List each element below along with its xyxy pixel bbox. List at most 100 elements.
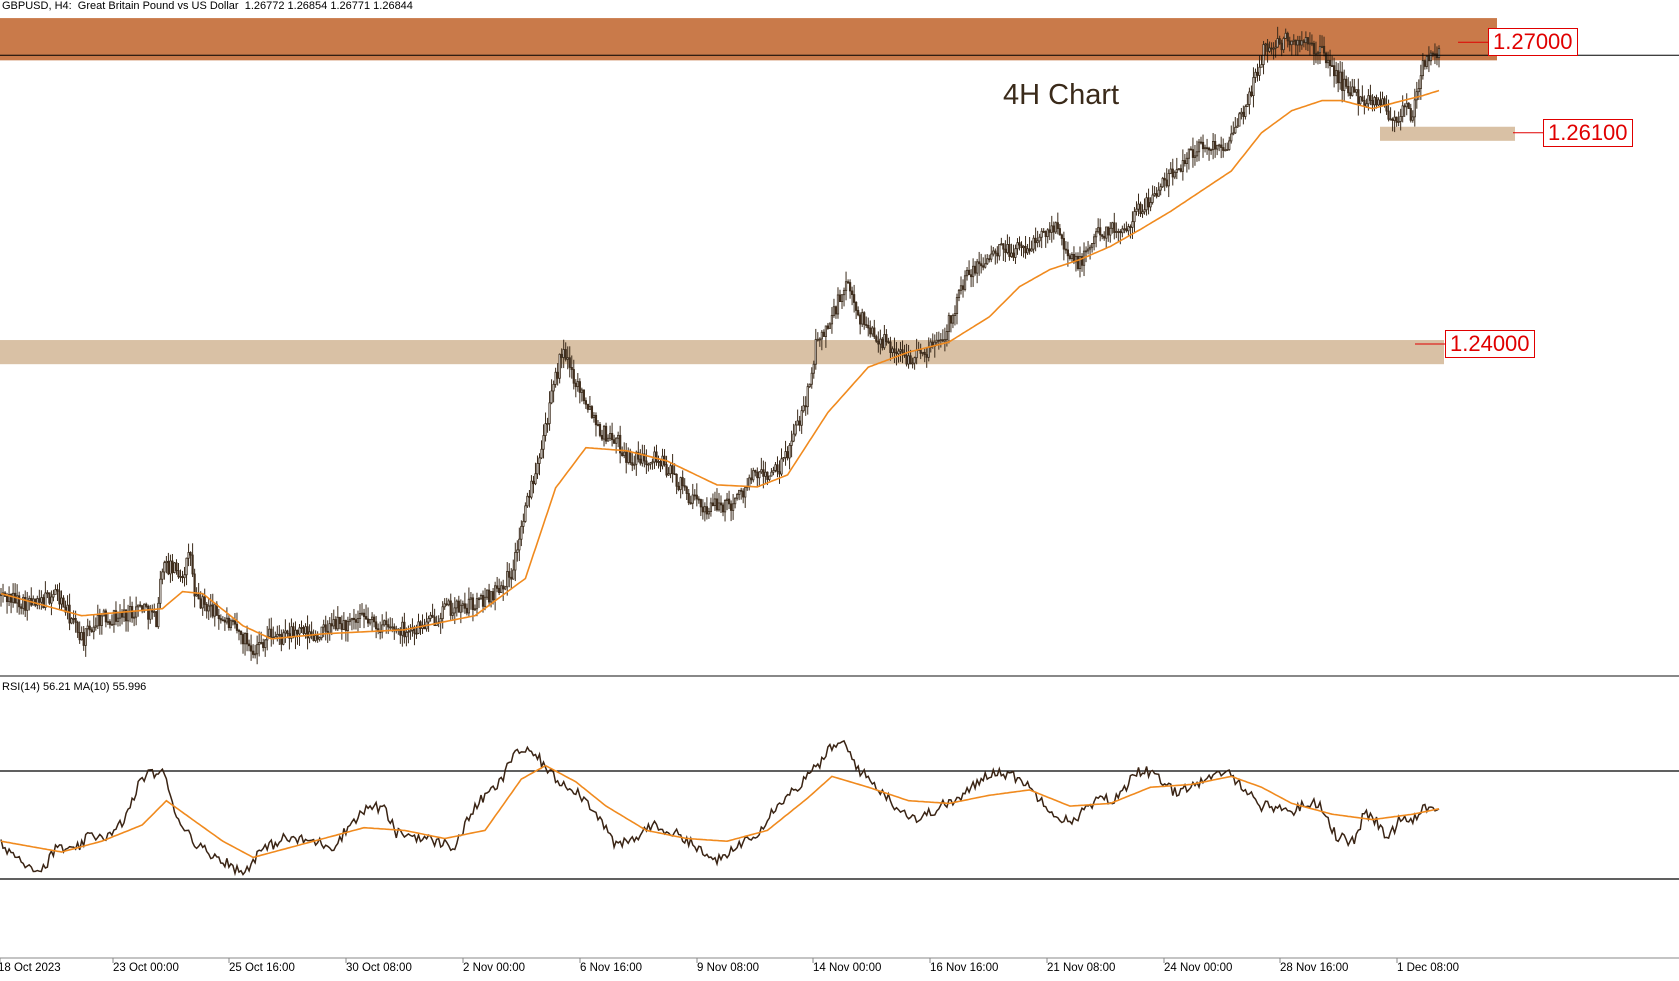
candle-body xyxy=(1044,231,1047,238)
candle-body xyxy=(832,306,836,316)
candle xyxy=(324,615,327,641)
candle xyxy=(1391,117,1394,132)
candle xyxy=(610,422,614,447)
candle xyxy=(703,502,706,522)
candle-body xyxy=(816,338,819,341)
candle-body xyxy=(130,606,134,619)
candle-body xyxy=(1294,39,1297,46)
candle xyxy=(923,348,926,363)
candle-body xyxy=(897,350,900,355)
candle-body xyxy=(848,282,852,292)
candle xyxy=(247,639,251,652)
candle xyxy=(36,595,39,610)
candle xyxy=(223,616,226,631)
candle-body xyxy=(1018,242,1021,246)
candle-body xyxy=(1238,113,1241,127)
candle-body xyxy=(368,619,372,624)
candle-body xyxy=(409,629,412,632)
candle-body xyxy=(1004,248,1007,253)
candle-body xyxy=(584,400,587,405)
candle-body xyxy=(405,631,408,638)
candle-body xyxy=(443,603,446,608)
candle-body xyxy=(861,312,864,325)
candle xyxy=(1244,104,1247,120)
candle-body xyxy=(808,383,811,388)
candle xyxy=(429,611,432,622)
candle-body xyxy=(586,403,590,410)
candle-body xyxy=(734,497,737,505)
candle xyxy=(483,587,487,611)
candle xyxy=(798,415,801,432)
candle-body xyxy=(292,626,295,638)
candle xyxy=(1006,234,1009,255)
candle-body xyxy=(721,504,725,513)
candle xyxy=(1328,49,1332,77)
chart-annotation-label: 4H Chart xyxy=(1003,79,1120,111)
candle-body xyxy=(681,477,684,487)
candle-body xyxy=(312,634,315,641)
candle xyxy=(1248,87,1251,115)
candle-body xyxy=(802,405,805,412)
candle-body xyxy=(800,410,803,426)
candle xyxy=(1117,228,1120,242)
candle xyxy=(300,620,303,634)
candle-body xyxy=(750,477,753,481)
candle-body xyxy=(675,473,678,487)
candle-body xyxy=(243,633,247,645)
candle xyxy=(163,560,166,580)
candle xyxy=(969,269,973,288)
candle-body xyxy=(1066,249,1070,257)
candle-body xyxy=(657,461,660,463)
candle-body xyxy=(492,591,495,601)
candle xyxy=(169,554,172,583)
candle xyxy=(760,457,763,474)
candle xyxy=(1038,233,1041,248)
level-tag-1-27000: 1.27000 xyxy=(1488,28,1578,57)
candle-body xyxy=(461,603,464,606)
candle-body xyxy=(1014,248,1017,258)
candle-body xyxy=(659,461,662,467)
candle-body xyxy=(1187,148,1191,159)
candle-body xyxy=(518,538,521,551)
candle-body xyxy=(237,630,241,632)
candle xyxy=(836,287,840,319)
candle-body xyxy=(881,338,884,349)
candle-body xyxy=(1183,160,1186,164)
candle xyxy=(145,602,148,609)
candle-body xyxy=(566,357,569,360)
candle xyxy=(187,543,190,567)
candle-body xyxy=(818,338,821,341)
candle-body xyxy=(20,606,23,609)
candle-body xyxy=(5,595,9,603)
candle-body xyxy=(1429,52,1433,62)
candle-body xyxy=(1387,110,1390,120)
candle-body xyxy=(58,590,61,605)
candle xyxy=(1405,93,1408,116)
candle xyxy=(1308,32,1312,56)
candle xyxy=(992,246,995,257)
candle-body xyxy=(487,589,491,603)
candle xyxy=(1207,146,1211,161)
candle-body xyxy=(296,629,299,635)
candle-body xyxy=(459,604,462,613)
candle xyxy=(996,246,999,264)
candle-body xyxy=(610,432,614,441)
candle xyxy=(867,317,870,337)
candle-body xyxy=(185,557,188,576)
candle-body xyxy=(1280,42,1283,51)
candle-body xyxy=(649,462,652,465)
candle xyxy=(139,601,142,608)
candle xyxy=(957,289,961,302)
candle xyxy=(1155,187,1158,199)
candle xyxy=(1270,42,1273,55)
candle xyxy=(318,636,321,642)
candle-body xyxy=(972,265,975,278)
candle-body xyxy=(64,606,67,613)
candle xyxy=(514,542,517,582)
candle-body xyxy=(1339,71,1342,84)
candle xyxy=(423,618,426,630)
candle-body xyxy=(1242,111,1245,117)
candle-body xyxy=(580,389,583,393)
candle-body xyxy=(1226,149,1229,151)
candle xyxy=(1034,227,1037,252)
